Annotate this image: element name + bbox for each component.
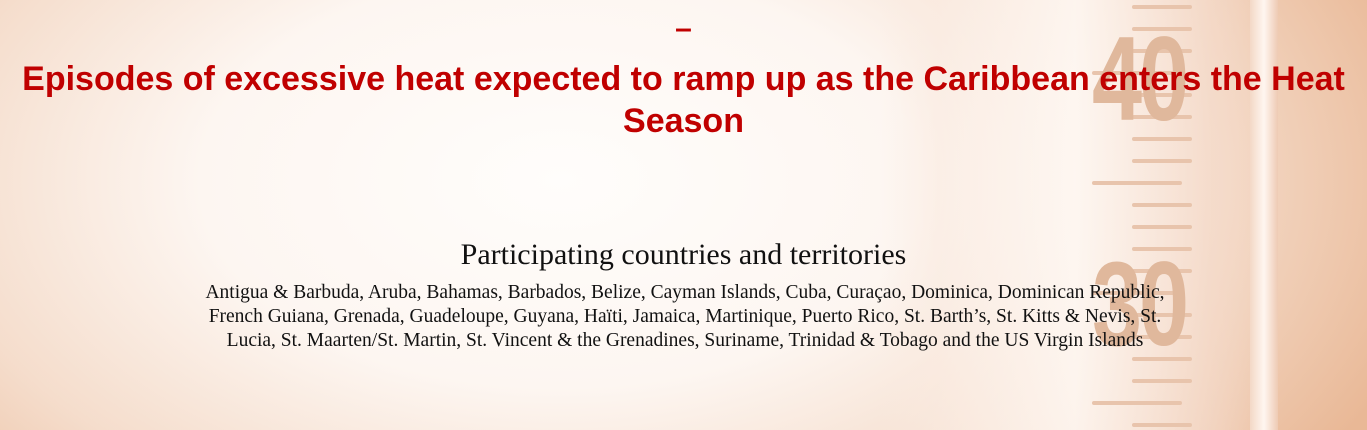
scale-tick bbox=[1132, 27, 1192, 31]
scale-tick bbox=[1132, 137, 1192, 141]
scale-tick bbox=[1132, 357, 1192, 361]
scale-tick bbox=[1132, 335, 1192, 339]
scale-tick bbox=[1132, 115, 1192, 119]
page-subtitle: Episodes of excessive heat expected to r… bbox=[22, 60, 1345, 140]
title-dash: – bbox=[675, 12, 692, 45]
scale-tick bbox=[1092, 291, 1182, 295]
participants-list: Antigua & Barbuda, Aruba, Bahamas, Barba… bbox=[205, 282, 1165, 351]
scale-tick bbox=[1132, 379, 1192, 383]
thermometer-tube bbox=[1250, 0, 1278, 430]
thermometer-background bbox=[880, 0, 1270, 430]
scale-tick bbox=[1132, 93, 1192, 97]
scale-tick bbox=[1132, 423, 1192, 427]
scale-tick bbox=[1092, 181, 1182, 185]
scale-tick bbox=[1132, 269, 1192, 273]
scale-tick bbox=[1132, 49, 1192, 53]
scale-tick bbox=[1092, 71, 1182, 75]
participants-heading: Participating countries and territories bbox=[460, 238, 907, 271]
thermometer-label-40: 40 bbox=[1092, 12, 1189, 146]
thermometer-label-30: 30 bbox=[1092, 237, 1189, 371]
scale-tick bbox=[1132, 225, 1192, 229]
scale-tick bbox=[1132, 313, 1192, 317]
scale-tick bbox=[1132, 159, 1192, 163]
scale-tick bbox=[1092, 401, 1182, 405]
scale-tick bbox=[1132, 5, 1192, 9]
scale-tick bbox=[1132, 247, 1192, 251]
scale-tick bbox=[1132, 203, 1192, 207]
